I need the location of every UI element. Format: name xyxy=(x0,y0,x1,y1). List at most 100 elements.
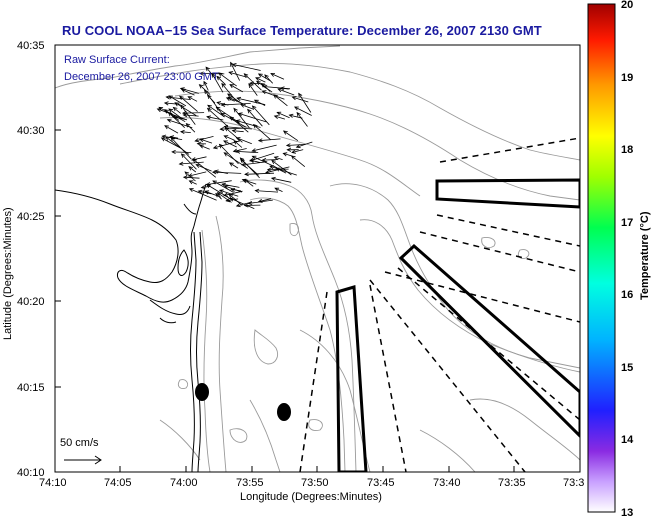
current-vector xyxy=(291,155,306,168)
current-vector xyxy=(198,190,212,195)
x-tick-label: 73:50 xyxy=(301,477,329,489)
current-vector xyxy=(181,89,195,96)
x-tick-label: 73:35 xyxy=(498,477,526,489)
current-vector-head xyxy=(218,189,224,194)
current-vector-head xyxy=(225,97,231,102)
current-vector-head xyxy=(218,72,223,77)
current-vector xyxy=(203,81,209,91)
current-vector xyxy=(262,90,285,100)
current-vector-head xyxy=(249,157,254,162)
current-vector xyxy=(249,82,265,85)
current-vector-head xyxy=(218,143,224,149)
current-vector-head xyxy=(156,108,162,113)
current-vector xyxy=(219,144,239,165)
current-vector-head xyxy=(166,118,172,123)
y-tick-label: 40:15 xyxy=(17,382,45,394)
current-vector xyxy=(217,102,229,106)
current-vector xyxy=(205,66,216,79)
current-vector xyxy=(216,76,226,85)
colorbar-tick-label: 15 xyxy=(621,362,633,374)
x-tick-label: 74:05 xyxy=(104,477,132,489)
current-vector-head xyxy=(187,173,193,178)
colorbar-tick-label: 20 xyxy=(621,0,633,11)
current-vector-head xyxy=(199,71,204,76)
current-vector xyxy=(277,88,295,96)
current-vector-head xyxy=(199,138,204,143)
current-vector-head xyxy=(161,134,167,139)
current-vector-head xyxy=(223,152,229,157)
x-tick-labels: 74:10 74:05 74:00 73:55 73:50 73:45 73:4… xyxy=(39,477,584,489)
current-vector-head xyxy=(233,140,239,145)
current-vector-head xyxy=(204,89,209,95)
current-vector xyxy=(196,164,212,172)
current-vector-head xyxy=(288,113,294,118)
current-vector xyxy=(255,190,278,193)
scale-arrow xyxy=(64,455,102,465)
current-vector xyxy=(274,187,283,192)
current-vector-head xyxy=(286,147,292,152)
current-vector xyxy=(242,179,257,185)
current-vector-head xyxy=(205,66,210,72)
current-vector xyxy=(271,160,292,176)
current-vector xyxy=(224,135,235,141)
current-vector xyxy=(218,72,237,87)
current-vector-head xyxy=(285,143,291,148)
current-vector-head xyxy=(237,112,243,117)
current-vector-head xyxy=(251,155,257,160)
current-vector xyxy=(223,140,237,148)
current-vector xyxy=(201,185,211,188)
current-vector-head xyxy=(205,182,211,187)
current-vector-head xyxy=(179,129,185,135)
current-vector-head xyxy=(221,82,226,88)
current-vector xyxy=(270,73,285,80)
current-vector xyxy=(232,130,244,133)
current-vector xyxy=(291,149,304,153)
current-vector xyxy=(188,166,197,173)
current-vector-head xyxy=(261,157,267,163)
current-vector xyxy=(274,115,286,120)
current-vector xyxy=(249,152,275,162)
current-vector-head xyxy=(248,83,253,88)
current-vector-head xyxy=(171,149,176,155)
current-vector xyxy=(247,109,263,127)
current-vector xyxy=(217,192,232,203)
current-vector-head xyxy=(174,102,180,107)
current-vector-head xyxy=(179,95,184,100)
current-vector xyxy=(188,171,207,177)
current-vector-head xyxy=(282,130,288,135)
current-vector xyxy=(207,108,229,127)
current-vector-head xyxy=(251,105,257,110)
colorbar-tick-label: 14 xyxy=(621,434,634,446)
current-vector xyxy=(254,99,266,106)
current-vector-head xyxy=(257,73,263,78)
current-vector-head xyxy=(223,135,229,140)
current-vector xyxy=(236,137,252,145)
map-plot-area: Raw Surface Current: December 26, 2007 2… xyxy=(55,45,580,472)
buoy-marker xyxy=(277,403,291,421)
current-vector-head xyxy=(247,108,252,114)
current-label-line2: December 26, 2007 23:00 GMT xyxy=(64,71,219,83)
current-vector xyxy=(206,180,232,185)
current-vector xyxy=(292,96,309,103)
current-vector-head xyxy=(277,88,283,93)
current-vector-head xyxy=(216,75,221,81)
current-vector xyxy=(204,89,223,115)
current-vector-head xyxy=(266,167,272,172)
current-vector-head xyxy=(188,188,194,192)
current-vector-head xyxy=(296,111,301,117)
y-tick-label: 40:25 xyxy=(17,211,45,223)
current-vector-head xyxy=(228,71,234,76)
current-vector-head xyxy=(255,77,260,82)
current-vector-head xyxy=(188,166,193,171)
x-tick-label: 73:3 xyxy=(563,477,584,489)
current-vector-head xyxy=(212,145,218,150)
current-vector xyxy=(167,119,193,129)
current-vector xyxy=(298,93,312,113)
current-vector xyxy=(222,183,240,188)
current-vector-head xyxy=(223,140,228,145)
current-vector xyxy=(273,94,288,107)
axis-ticks xyxy=(54,44,515,473)
current-vector xyxy=(286,144,306,146)
current-vector-head xyxy=(290,155,296,160)
